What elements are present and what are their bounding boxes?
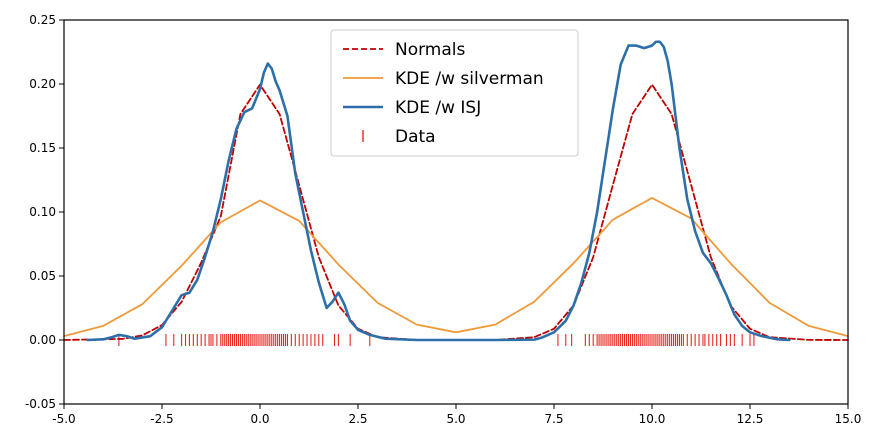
plot-area: -5.0 -2.5 0.0 2.5 5.0 7.5 10.0 12.5 15.0 -0.05 0.…	[25, 13, 861, 426]
x-tick-label: 15.0	[835, 412, 862, 426]
x-tick-label: 7.5	[544, 412, 563, 426]
x-tick-label: 5.0	[446, 412, 465, 426]
y-tick-label: 0.25	[29, 13, 56, 27]
x-tick-label: 12.5	[737, 412, 764, 426]
legend-item-normals: Normals	[343, 40, 466, 60]
y-tick-label: 0.10	[29, 205, 56, 219]
legend-item-data: Data	[362, 127, 436, 147]
y-tick-label: 0.15	[29, 141, 56, 155]
legend-label: Data	[395, 127, 436, 147]
legend-items: Normals KDE /w silverman KDE /w ISJ Data	[343, 40, 544, 147]
series-layer	[63, 40, 849, 346]
legend-box	[330, 29, 579, 157]
x-tick-label: -2.5	[150, 412, 173, 426]
y-tick-label: 0.05	[29, 269, 56, 283]
legend: Normals KDE /w silverman KDE /w ISJ Data	[330, 29, 579, 157]
y-tick-label: 0.00	[29, 333, 56, 347]
x-tick-label: -5.0	[52, 412, 75, 426]
legend-item-kde-w-silverman: KDE /w silverman	[343, 69, 544, 89]
y-tick-label: 0.20	[29, 77, 56, 91]
legend-item-kde-w-isj: KDE /w ISJ	[343, 98, 481, 118]
x-tick-label: 0.0	[250, 412, 269, 426]
y-tick-label: -0.05	[25, 397, 56, 411]
series-data	[118, 334, 755, 346]
legend-label: KDE /w silverman	[395, 69, 544, 89]
series-line-kde-w-silverman	[63, 197, 849, 338]
x-axis: -5.0 -2.5 0.0 2.5 5.0 7.5 10.0 12.5 15.0	[52, 404, 861, 426]
x-tick-label: 10.0	[639, 412, 666, 426]
series-line-kde-w-isj	[86, 40, 791, 342]
y-axis: -0.05 0.00 0.05 0.10 0.15 0.20 0.25	[25, 13, 64, 411]
legend-label: Normals	[395, 40, 466, 60]
legend-label: KDE /w ISJ	[395, 98, 481, 118]
x-tick-label: 2.5	[348, 412, 367, 426]
